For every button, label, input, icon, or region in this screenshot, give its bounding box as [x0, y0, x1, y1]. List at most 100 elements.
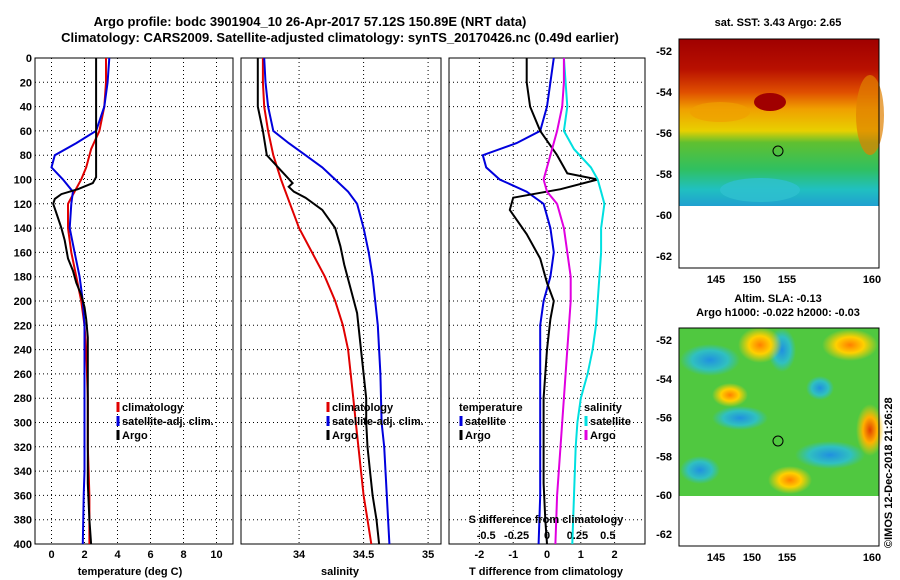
depth-tick-label: 80 [20, 150, 32, 162]
legend-label: satellite-adj. clim. [332, 416, 424, 428]
map-lat-tick: -60 [656, 490, 672, 502]
s-diff-tick-label: 0.5 [600, 530, 615, 542]
difference-panel: -2 -1 0 1 2-0.5 -0.25 0 0.25 0.5temperaturesatel… [448, 57, 646, 561]
map-axis-ticks: -52 -54 -56 -58 -60 -62 145 150 155 160 -52 -54 -56 -… [656, 46, 881, 564]
sla-map-title1: Altim. SLA: -0.13 [734, 293, 821, 305]
series-climatology [261, 58, 373, 545]
sla-map-title2: Argo h1000: -0.022 h2000: -0.03 [696, 307, 860, 319]
map-lon-tick: 155 [778, 274, 796, 286]
depth-tick-label: 300 [14, 418, 32, 430]
x-tick-label: 2 [612, 549, 618, 561]
salinity-panel: 34 34.5 35 climatology satellite-adj. clim. A… [240, 57, 442, 561]
legend-label: Argo [332, 430, 358, 442]
sla-blob [856, 404, 884, 456]
depth-tick-label: 260 [14, 369, 32, 381]
tdiff-xlabel: T difference from climatology [469, 566, 624, 578]
depth-tick-label: 320 [14, 442, 32, 454]
legend-label: satellite [465, 416, 506, 428]
sla-map: Altim. SLA: -0.13 Argo h1000: -0.022 h20… [678, 293, 884, 547]
x-tick-label: 35 [422, 549, 434, 561]
sla-map-frame [678, 327, 880, 547]
depth-tick-label: 40 [20, 102, 32, 114]
depth-tick-label: 60 [20, 126, 32, 138]
legend-title: temperature [459, 402, 523, 414]
x-tick-label: 0 [544, 549, 550, 561]
series-s-argo [542, 58, 572, 545]
sst-map-frame [678, 38, 880, 269]
sla-blob [768, 466, 812, 494]
depth-tick-label: 0 [26, 53, 32, 65]
series-s-satellite [562, 57, 606, 545]
map-lat-tick: -56 [656, 413, 672, 425]
map-lon-tick: 160 [863, 552, 881, 564]
x-tick-label: 10 [210, 549, 222, 561]
depth-tick-label: 280 [14, 393, 32, 405]
sst-warm-eddy [754, 93, 786, 111]
temperature-xlabel: temperature (deg C) [78, 566, 183, 578]
legend-label: Argo [122, 430, 148, 442]
imos-credit: ©IMOS 12-Dec-2018 21:26:28 [883, 397, 895, 548]
map-lat-tick: -60 [656, 210, 672, 222]
map-lon-tick: 145 [707, 274, 725, 286]
legend-label: satellite [590, 416, 631, 428]
series-argo [52, 58, 98, 545]
panel-frame [34, 57, 234, 545]
depth-tick-label: 240 [14, 345, 32, 357]
temperature-panel: 0 2 4 6 8 10020406080100120140160180200220240… [14, 53, 234, 561]
sla-blob [680, 456, 720, 484]
sst-front [690, 102, 750, 122]
series-satellite-adj-clim- [263, 57, 391, 545]
map-lon-tick: 150 [743, 274, 761, 286]
map-lat-tick: -62 [656, 251, 672, 263]
s-diff-tick-label: 0.25 [567, 530, 588, 542]
map-lat-tick: -54 [656, 87, 673, 99]
panel-frame [240, 57, 442, 545]
sst-argo-marker [772, 145, 784, 157]
depth-tick-label: 220 [14, 320, 32, 332]
x-tick-label: 0 [48, 549, 54, 561]
figure-title-line2: Climatology: CARS2009. Satellite-adjuste… [61, 30, 619, 45]
map-lon-tick: 145 [707, 552, 725, 564]
map-lat-tick: -58 [656, 451, 672, 463]
x-tick-label: 2 [81, 549, 87, 561]
depth-tick-label: 340 [14, 466, 32, 478]
sst-nodata [679, 206, 879, 268]
sla-blob [795, 441, 865, 469]
x-tick-label: 6 [147, 549, 153, 561]
legend-label: climatology [332, 402, 394, 414]
sst-east-warm [856, 75, 884, 155]
s-diff-tick-label: -0.25 [504, 530, 529, 542]
depth-tick-label: 20 [20, 77, 32, 89]
depth-tick-label: 400 [14, 539, 32, 551]
sdiff-xlabel: S difference from climatology [469, 514, 625, 526]
depth-tick-label: 360 [14, 490, 32, 502]
x-tick-label: 8 [180, 549, 186, 561]
figure-title-line1: Argo profile: bodc 3901904_10 26-Apr-201… [94, 14, 527, 29]
map-lon-tick: 155 [778, 552, 796, 564]
legend-label: satellite-adj. clim. [122, 416, 214, 428]
map-lat-tick: -58 [656, 169, 672, 181]
map-lat-tick: -56 [656, 128, 672, 140]
legend-label: Argo [465, 430, 491, 442]
s-diff-tick-label: -0.5 [477, 530, 496, 542]
map-lat-tick: -52 [656, 335, 672, 347]
map-lat-tick: -52 [656, 46, 672, 58]
x-tick-label: 34.5 [353, 549, 374, 561]
sla-blob [738, 327, 782, 363]
sla-blob [680, 344, 740, 376]
depth-tick-label: 140 [14, 223, 32, 235]
sla-nodata [679, 496, 879, 546]
x-tick-label: -1 [508, 549, 518, 561]
depth-tick-label: 160 [14, 247, 32, 259]
map-lat-tick: -54 [656, 374, 673, 386]
x-tick-label: 4 [114, 549, 121, 561]
map-lat-tick: -62 [656, 529, 672, 541]
series-argo [256, 58, 381, 545]
sla-blob [806, 376, 834, 400]
series-t-argo [508, 58, 598, 545]
sla-blob [712, 383, 748, 407]
x-tick-label: 34 [293, 549, 306, 561]
legend-label: Argo [590, 430, 616, 442]
sst-field [679, 39, 879, 206]
